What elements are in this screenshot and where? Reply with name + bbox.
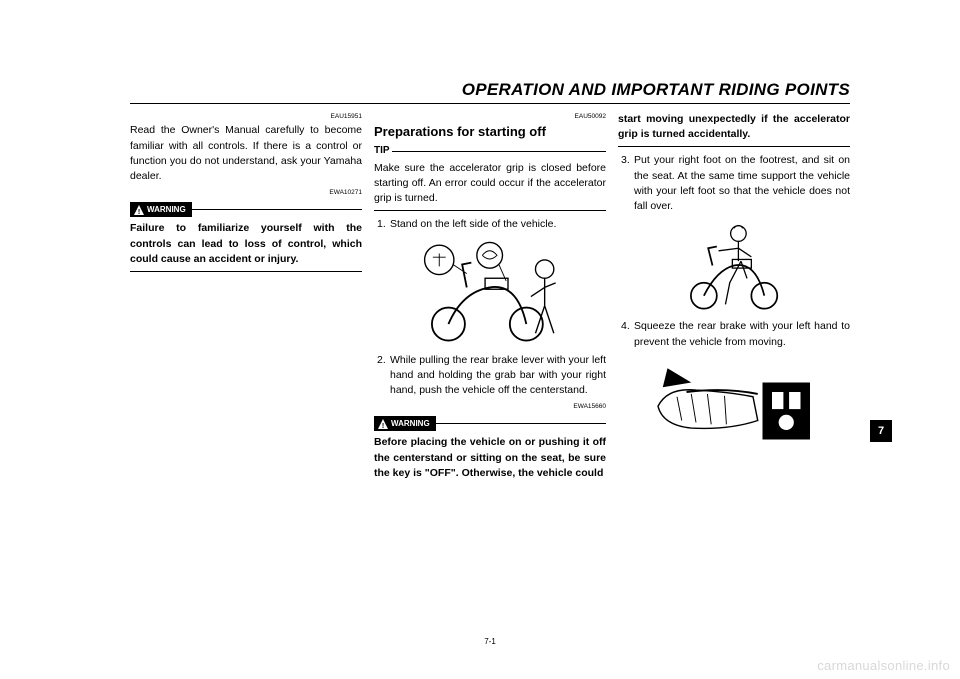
step-number: 1. xyxy=(374,217,390,232)
rule xyxy=(618,146,850,147)
rule xyxy=(374,210,606,211)
warning-badge: ! WARNING xyxy=(130,202,192,218)
figure-brake-squeeze xyxy=(618,354,850,449)
figure-sit-seat xyxy=(618,218,850,313)
page-title: OPERATION AND IMPORTANT RIDING POINTS xyxy=(462,80,850,99)
step-2: 2. While pulling the rear brake lever wi… xyxy=(374,353,606,399)
warning-header: ! WARNING xyxy=(374,416,606,432)
warning-icon: ! xyxy=(378,419,388,429)
doc-code: EAU50092 xyxy=(374,112,606,121)
rule xyxy=(130,271,362,272)
watermark: carmanualsonline.info xyxy=(817,658,950,673)
step-number: 4. xyxy=(618,319,634,349)
svg-text:!: ! xyxy=(138,209,140,215)
chapter-tab: 7 xyxy=(870,420,892,442)
rule xyxy=(436,423,606,424)
page-content: OPERATION AND IMPORTANT RIDING POINTS EA… xyxy=(130,80,850,640)
column-layout: EAU15951 Read the Owner's Manual careful… xyxy=(130,112,850,485)
warning-header: ! WARNING xyxy=(130,202,362,218)
doc-code: EWA10271 xyxy=(130,188,362,197)
header: OPERATION AND IMPORTANT RIDING POINTS xyxy=(130,80,850,104)
step-text: Stand on the left side of the vehicle. xyxy=(390,217,606,232)
warning-badge: ! WARNING xyxy=(374,416,436,432)
step-text: Put your right foot on the footrest, and… xyxy=(634,153,850,214)
column-3: start moving unexpectedly if the acceler… xyxy=(618,112,850,485)
step-text: Squeeze the rear brake with your left ha… xyxy=(634,319,850,349)
warning-label: WARNING xyxy=(147,204,186,216)
step-4: 4. Squeeze the rear brake with your left… xyxy=(618,319,850,349)
page-number: 7-1 xyxy=(484,637,496,646)
tip-text: Make sure the accelerator grip is closed… xyxy=(374,161,606,207)
step-number: 3. xyxy=(618,153,634,214)
doc-code: EAU15951 xyxy=(130,112,362,121)
column-1: EAU15951 Read the Owner's Manual careful… xyxy=(130,112,362,485)
column-2: EAU50092 Preparations for starting off T… xyxy=(374,112,606,485)
warning-icon: ! xyxy=(134,205,144,215)
tip-header: TIP xyxy=(374,144,606,159)
brake-hand-illustration xyxy=(639,354,829,449)
step-1: 1. Stand on the left side of the vehicle… xyxy=(374,217,606,232)
scooter-standing-illustration xyxy=(398,237,581,347)
rule xyxy=(192,209,362,210)
step-number: 2. xyxy=(374,353,390,399)
section-title: Preparations for starting off xyxy=(374,123,606,142)
rule xyxy=(392,151,606,152)
warning-continued: start moving unexpectedly if the acceler… xyxy=(618,112,850,142)
doc-code: EWA15660 xyxy=(374,402,606,411)
warning-label: WARNING xyxy=(391,418,430,430)
scooter-sitting-illustration xyxy=(665,218,803,313)
warning-text: Before placing the vehicle on or pushing… xyxy=(374,435,606,481)
intro-paragraph: Read the Owner's Manual carefully to bec… xyxy=(130,123,362,184)
tip-label: TIP xyxy=(374,144,390,159)
step-text: While pulling the rear brake lever with … xyxy=(390,353,606,399)
step-3: 3. Put your right foot on the footrest, … xyxy=(618,153,850,214)
svg-text:!: ! xyxy=(382,423,384,429)
warning-text: Failure to familiarize yourself with the… xyxy=(130,221,362,267)
figure-stand-left xyxy=(374,237,606,347)
